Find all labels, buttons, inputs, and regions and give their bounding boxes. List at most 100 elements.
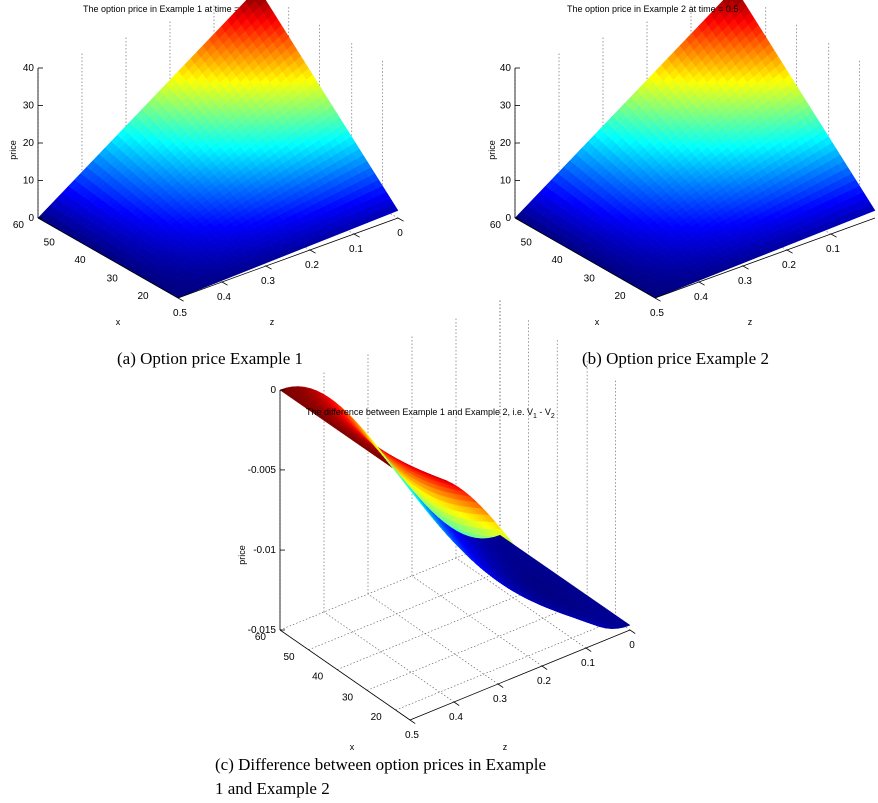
- plot-c-surface-patch: [493, 534, 505, 541]
- plot-a-z-tick-label: 0.1: [349, 244, 363, 255]
- plot-c-z-tick-mark: [629, 629, 636, 634]
- plot-c-x-tick-label: 60: [255, 632, 267, 643]
- plot-a-price-tick-label: 20: [23, 138, 35, 149]
- plot-b-z-tick-label: 0.2: [782, 260, 796, 271]
- plot-c-title: The difference between Example 1 and Exa…: [306, 407, 555, 420]
- plot-b-z-tick-mark: [742, 265, 749, 270]
- plot-b-price-axis-label: price: [487, 140, 497, 160]
- plot-c-title-mid: - V: [536, 407, 551, 417]
- plot-b-surface-patch: [722, 0, 734, 8]
- plot-c-x-tick-label: 40: [312, 672, 324, 683]
- plot-c-grid-floor: [366, 600, 588, 691]
- plot-c-z-tick-mark: [497, 683, 504, 688]
- plot-a-z-axis-label: z: [270, 317, 275, 327]
- plot-a-z-tick-label: 0.3: [261, 276, 275, 287]
- plot-a-z-tick-mark: [177, 297, 184, 302]
- plot-c-z-axis-label: z: [503, 742, 508, 752]
- plot-a-price-tick-label: 0: [28, 213, 34, 224]
- plot-c-x-axis-label: x: [350, 742, 355, 752]
- plot-b-z-tick-mark: [698, 281, 705, 286]
- plot-b-z-tick-label: 0.4: [694, 292, 708, 303]
- plot-a-z-tick-label: 0.2: [305, 260, 319, 271]
- plot-b-z-tick-label: 0.5: [650, 308, 664, 319]
- plot-a-x-tick-label: 30: [107, 274, 119, 285]
- plot-c-grid-floor: [308, 559, 529, 651]
- plot-c-grid-floor: [337, 579, 558, 670]
- plot-a-z-tick-mark: [353, 233, 360, 238]
- plot-a-z-tick-mark: [397, 217, 404, 222]
- plot-b-price-tick-label: 10: [500, 176, 512, 187]
- plot-a-z-axis-line: [177, 217, 399, 299]
- plot-a-title: The option price in Example 1 at time = …: [83, 4, 255, 14]
- plot-c-price-tick-label: 0: [270, 385, 276, 396]
- plot-a-z-tick-label: 0: [397, 228, 403, 239]
- plot-b-price-tick-label: 40: [500, 63, 512, 74]
- plot-b-z-tick-mark: [830, 233, 837, 238]
- plot-a-price-tick-label: 10: [23, 176, 35, 187]
- plot-a-x-axis-line: [37, 217, 179, 299]
- plot-c-z-tick-label: 0.4: [449, 712, 463, 723]
- caption-a: (a) Option price Example 1: [117, 349, 303, 368]
- plot-c-z-tick-mark: [453, 701, 460, 706]
- plot-c-price-tick-label: -0.01: [253, 545, 276, 556]
- plot-c-z-tick-label: 0: [629, 640, 635, 651]
- plot-a-price-tick-label: 40: [23, 63, 35, 74]
- plot-c-x-tick-label: 50: [283, 652, 295, 663]
- plot-a-x-tick-label: 40: [74, 255, 86, 266]
- plot-a-x-tick-label: 20: [137, 291, 149, 302]
- plot-b-x-tick-label: 50: [521, 238, 533, 249]
- plot-a-z-tick-mark: [309, 249, 316, 254]
- caption-c-line2: 1 and Example 2: [215, 779, 330, 798]
- plot-a-price-tick-label: 30: [23, 101, 35, 112]
- plot-c-grid-floor: [323, 611, 455, 703]
- plot-a-x-axis-label: x: [116, 317, 121, 327]
- plot-b-price-tick-label: 30: [500, 101, 512, 112]
- plot-b-z-axis-label: z: [748, 317, 753, 327]
- plot-c-grid-floor: [279, 539, 501, 631]
- plot-b-title: The option price in Example 2 at time = …: [567, 4, 739, 14]
- plot-a-z-tick-label: 0.4: [217, 292, 231, 303]
- plot-b-x-tick-label: 60: [490, 220, 502, 231]
- plot-c-z-tick-label: 0.2: [537, 676, 551, 687]
- plot-c-z-tick-label: 0.1: [581, 658, 595, 669]
- plot-b-x-tick-label: 20: [614, 291, 626, 302]
- plot-a-price-axis-label: price: [8, 140, 18, 160]
- plot-b-price-tick-label: 0: [505, 213, 511, 224]
- plot-a-surface-patch: [245, 0, 257, 8]
- plot-a-x-tick-label: 50: [44, 238, 56, 249]
- plot-c-x-tick-label: 30: [342, 692, 354, 703]
- plot-c-z-tick-label: 0.5: [405, 730, 419, 741]
- plot-c-x-axis-line: [279, 629, 411, 721]
- plot-b-surface-patch: [732, 0, 744, 7]
- plot-b-x-axis-label: x: [595, 317, 600, 327]
- plot-b-x-tick-label: 30: [584, 274, 596, 285]
- plot-a-z-tick-mark: [265, 265, 272, 270]
- plot-b-x-tick-label: 40: [551, 255, 563, 266]
- caption-c-line1: (c) Difference between option prices in …: [215, 755, 547, 774]
- plot-c-z-tick-label: 0.3: [493, 694, 507, 705]
- plot-c-z-axis-line: [409, 629, 631, 721]
- plot-c-z-tick-mark: [409, 719, 416, 724]
- caption-b: (b) Option price Example 2: [582, 349, 769, 368]
- plot-b-x-axis-line: [514, 217, 656, 299]
- plot-c-price-tick-label: -0.015: [248, 625, 277, 636]
- plot-c-z-tick-mark: [585, 647, 592, 652]
- plot-c-z-tick-mark: [541, 665, 548, 670]
- plot-b-z-axis-line: [654, 217, 876, 299]
- plot-b-z-tick-label: 0.1: [826, 244, 840, 255]
- plot-c-x-tick-label: 20: [371, 712, 383, 723]
- plot-a-x-tick-label: 60: [13, 220, 25, 231]
- plot-b-z-tick-mark: [654, 297, 661, 302]
- plot-c-grid-floor: [395, 619, 616, 711]
- plot-c-title-main: The difference between Example 1 and Exa…: [306, 407, 533, 417]
- plot-a-z-tick-label: 0.5: [173, 308, 187, 319]
- plot-c-grid-floor: [367, 593, 499, 685]
- plot-c-title-sub1: 1: [532, 412, 537, 420]
- plot-a-surface-patch: [255, 0, 267, 7]
- plot-c-title-sub2: 2: [550, 412, 555, 420]
- plot-c-price-tick-label: -0.005: [248, 465, 277, 476]
- plot-b-price-tick-label: 20: [500, 138, 512, 149]
- plot-c-price-axis-label: price: [237, 545, 247, 565]
- plot-b-z-tick-mark: [786, 249, 793, 254]
